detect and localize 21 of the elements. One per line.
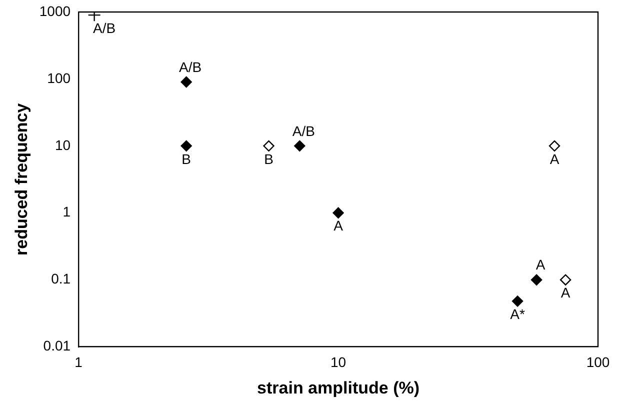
y-tick-label: 100	[47, 70, 71, 86]
annotation: A/B	[179, 58, 202, 75]
annotation: B	[182, 150, 191, 167]
annotation: A	[550, 150, 560, 167]
annotation: A	[560, 284, 571, 301]
y-tick-label: 0.01	[43, 338, 71, 354]
annotation: B	[264, 150, 274, 167]
annotation: A/B	[292, 122, 315, 139]
annotation: A/B	[93, 20, 116, 36]
x-tick-label: 100	[586, 354, 610, 370]
y-tick-label: 1	[62, 204, 71, 220]
y-tick-label: 0.1	[51, 270, 71, 287]
x-axis-title: strain amplitude (%)	[257, 378, 420, 398]
y-tick-label: 10	[54, 136, 71, 153]
annotation: A	[334, 218, 344, 234]
annotation: A	[536, 256, 546, 273]
y-axis-title: reduced frequency	[12, 102, 31, 256]
x-tick-label: 1	[74, 354, 83, 370]
y-tick-label: 1000	[39, 2, 71, 19]
annotation: A*	[510, 306, 526, 322]
x-tick-label: 10	[330, 354, 346, 370]
